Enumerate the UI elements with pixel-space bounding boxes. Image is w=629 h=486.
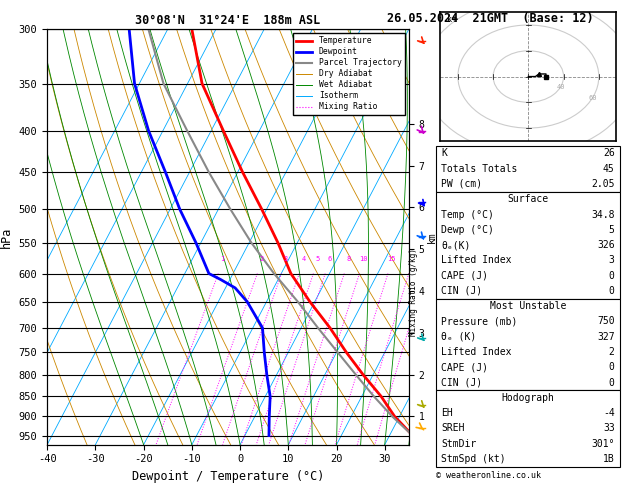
Bar — [436, 390, 620, 467]
Text: 301°: 301° — [591, 439, 615, 449]
Text: 2: 2 — [260, 256, 264, 261]
Text: 0: 0 — [609, 378, 615, 387]
Text: 0: 0 — [609, 286, 615, 296]
Text: kt: kt — [447, 16, 457, 24]
Text: 326: 326 — [597, 240, 615, 250]
Text: CIN (J): CIN (J) — [442, 286, 482, 296]
Text: 26: 26 — [603, 148, 615, 158]
Bar — [436, 191, 620, 298]
Text: 6: 6 — [327, 256, 331, 261]
Text: Lifted Index: Lifted Index — [442, 255, 512, 265]
Bar — [436, 146, 620, 191]
Text: 15: 15 — [387, 256, 396, 261]
Text: 5: 5 — [315, 256, 320, 261]
Y-axis label: km
ASL: km ASL — [427, 228, 449, 246]
Text: 327: 327 — [597, 332, 615, 342]
Bar — [436, 298, 620, 390]
Text: EH: EH — [442, 408, 453, 418]
Text: 1: 1 — [221, 256, 225, 261]
Text: 40: 40 — [557, 85, 565, 90]
Text: 10: 10 — [359, 256, 367, 261]
Text: Pressure (mb): Pressure (mb) — [442, 316, 518, 327]
Text: -4: -4 — [603, 408, 615, 418]
Text: Surface: Surface — [508, 194, 548, 204]
Text: Totals Totals: Totals Totals — [442, 164, 518, 174]
Y-axis label: hPa: hPa — [0, 226, 13, 247]
Legend: Temperature, Dewpoint, Parcel Trajectory, Dry Adiabat, Wet Adiabat, Isotherm, Mi: Temperature, Dewpoint, Parcel Trajectory… — [293, 33, 405, 115]
Text: Lifted Index: Lifted Index — [442, 347, 512, 357]
Text: StmSpd (kt): StmSpd (kt) — [442, 454, 506, 464]
Text: Temp (°C): Temp (°C) — [442, 209, 494, 220]
Text: StmDir: StmDir — [442, 439, 477, 449]
Text: 1B: 1B — [603, 454, 615, 464]
Text: 3: 3 — [609, 255, 615, 265]
Text: 2: 2 — [609, 347, 615, 357]
Text: 3: 3 — [284, 256, 288, 261]
Text: Hodograph: Hodograph — [501, 393, 555, 403]
Text: PW (cm): PW (cm) — [442, 179, 482, 189]
Text: 4: 4 — [301, 256, 306, 261]
Text: 8: 8 — [346, 256, 350, 261]
Title: 30°08'N  31°24'E  188m ASL: 30°08'N 31°24'E 188m ASL — [135, 14, 321, 27]
Text: 45: 45 — [603, 164, 615, 174]
Text: CAPE (J): CAPE (J) — [442, 362, 489, 372]
Text: Most Unstable: Most Unstable — [490, 301, 566, 311]
Text: 2.05: 2.05 — [591, 179, 615, 189]
Text: Dewp (°C): Dewp (°C) — [442, 225, 494, 235]
Text: CIN (J): CIN (J) — [442, 378, 482, 387]
Text: 26.05.2024  21GMT  (Base: 12): 26.05.2024 21GMT (Base: 12) — [387, 12, 594, 25]
Text: θₑ(K): θₑ(K) — [442, 240, 470, 250]
Text: 5: 5 — [609, 225, 615, 235]
Text: Mixing Ratio (g/kg): Mixing Ratio (g/kg) — [409, 248, 418, 335]
Text: SREH: SREH — [442, 423, 465, 434]
Text: 34.8: 34.8 — [591, 209, 615, 220]
Text: θₑ (K): θₑ (K) — [442, 332, 477, 342]
Text: 33: 33 — [603, 423, 615, 434]
Text: 60: 60 — [588, 95, 597, 101]
Text: CAPE (J): CAPE (J) — [442, 271, 489, 280]
X-axis label: Dewpoint / Temperature (°C): Dewpoint / Temperature (°C) — [132, 470, 324, 483]
Text: 0: 0 — [609, 271, 615, 280]
Text: © weatheronline.co.uk: © weatheronline.co.uk — [436, 471, 541, 480]
Text: K: K — [442, 148, 447, 158]
Text: 750: 750 — [597, 316, 615, 327]
Text: 0: 0 — [609, 362, 615, 372]
